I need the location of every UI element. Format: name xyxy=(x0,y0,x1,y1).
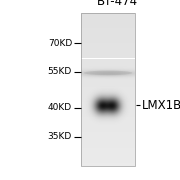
Bar xyxy=(81,30,135,33)
Bar xyxy=(81,99,135,102)
Bar xyxy=(81,81,135,84)
Text: LMX1B: LMX1B xyxy=(142,99,180,112)
Bar xyxy=(81,117,135,120)
Bar xyxy=(81,102,135,104)
Bar xyxy=(81,112,135,115)
Bar xyxy=(81,148,135,150)
Text: 35KD: 35KD xyxy=(48,132,72,141)
Bar xyxy=(81,92,135,94)
Bar xyxy=(81,115,135,117)
Bar xyxy=(81,130,135,132)
Bar xyxy=(81,23,135,25)
Bar xyxy=(81,120,135,122)
Bar xyxy=(81,69,135,71)
Bar xyxy=(81,71,135,74)
Bar xyxy=(81,28,135,30)
Bar xyxy=(81,13,135,15)
Bar xyxy=(81,25,135,28)
Text: 55KD: 55KD xyxy=(48,68,72,76)
Bar xyxy=(81,94,135,97)
Bar xyxy=(81,18,135,20)
Bar xyxy=(81,125,135,127)
Bar xyxy=(81,97,135,99)
Bar xyxy=(81,135,135,138)
Bar xyxy=(81,58,135,61)
Bar xyxy=(81,61,135,64)
Bar xyxy=(81,145,135,148)
Bar xyxy=(81,38,135,41)
Bar xyxy=(81,89,135,92)
Bar xyxy=(81,64,135,66)
Text: 40KD: 40KD xyxy=(48,103,72,112)
Bar xyxy=(81,161,135,163)
Bar xyxy=(81,132,135,135)
Bar xyxy=(81,15,135,18)
Bar xyxy=(81,51,135,53)
Text: 70KD: 70KD xyxy=(48,39,72,48)
Bar xyxy=(81,66,135,69)
Text: BT-474: BT-474 xyxy=(96,0,138,8)
Bar xyxy=(81,84,135,87)
Bar xyxy=(81,74,135,76)
Ellipse shape xyxy=(84,71,132,75)
Bar xyxy=(81,155,135,158)
Bar xyxy=(81,143,135,145)
Bar xyxy=(81,158,135,161)
Bar xyxy=(81,79,135,81)
Bar xyxy=(81,122,135,125)
Bar xyxy=(81,150,135,153)
Bar xyxy=(81,13,135,166)
Bar xyxy=(81,107,135,109)
Bar xyxy=(81,109,135,112)
Bar xyxy=(81,163,135,166)
Bar xyxy=(81,87,135,89)
Bar xyxy=(81,104,135,107)
Bar xyxy=(81,138,135,140)
Bar xyxy=(81,153,135,155)
Bar xyxy=(81,76,135,79)
Bar xyxy=(81,56,135,58)
Bar xyxy=(81,140,135,143)
Bar xyxy=(81,41,135,43)
Bar xyxy=(81,35,135,38)
Bar xyxy=(81,48,135,51)
Bar xyxy=(81,33,135,36)
Bar xyxy=(81,20,135,23)
Bar xyxy=(81,127,135,130)
Bar xyxy=(81,43,135,46)
Bar xyxy=(81,46,135,48)
Bar xyxy=(81,53,135,56)
